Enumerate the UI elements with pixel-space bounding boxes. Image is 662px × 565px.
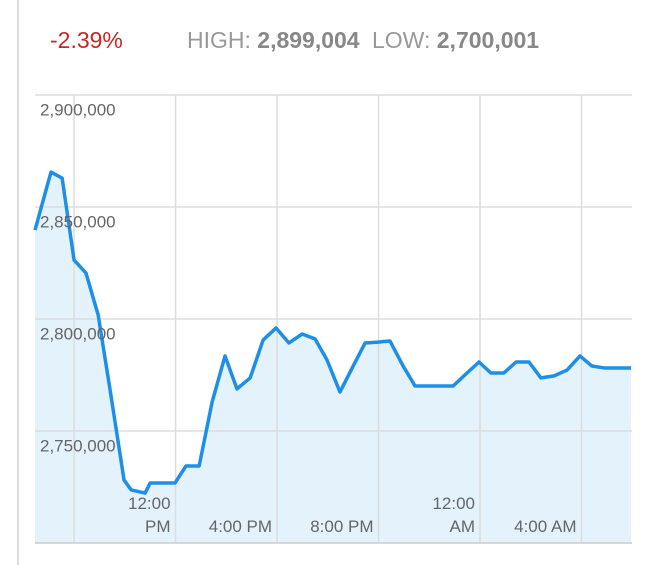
x-tick-box: 12:00 AM: [407, 488, 475, 538]
high-value: 2,899,004: [257, 27, 360, 53]
x-tick-label: 8:00 PM: [310, 517, 374, 536]
x-tick-box: 4:00 PM: [204, 488, 272, 538]
low-value: 2,700,001: [437, 27, 540, 53]
y-tick-label: 2,850,000: [40, 212, 116, 231]
price-line: [33, 170, 631, 495]
y-tick-label: 2,800,000: [40, 324, 116, 343]
x-tick-label: 12:00 PM: [128, 494, 171, 536]
x-tick-box: 8:00 PM: [306, 488, 374, 538]
y-tick-label: 2,750,000: [40, 436, 116, 455]
x-tick-label: 4:00 AM: [514, 517, 577, 536]
header-stats: HIGH: 2,899,004 LOW: 2,700,001: [187, 27, 539, 53]
x-tick-label: 4:00 PM: [208, 517, 273, 536]
low-label: LOW:: [372, 27, 430, 53]
x-tick-label: 12:00 AM: [432, 494, 476, 536]
x-tick-box: 12:00 PM: [103, 488, 171, 538]
y-tick-label: 2,900,000: [40, 100, 116, 119]
area-fill: [35, 172, 631, 543]
high-label: HIGH:: [187, 27, 251, 53]
change: -2.39%: [50, 27, 123, 53]
x-tick-box: 4:00 AM: [509, 488, 577, 538]
